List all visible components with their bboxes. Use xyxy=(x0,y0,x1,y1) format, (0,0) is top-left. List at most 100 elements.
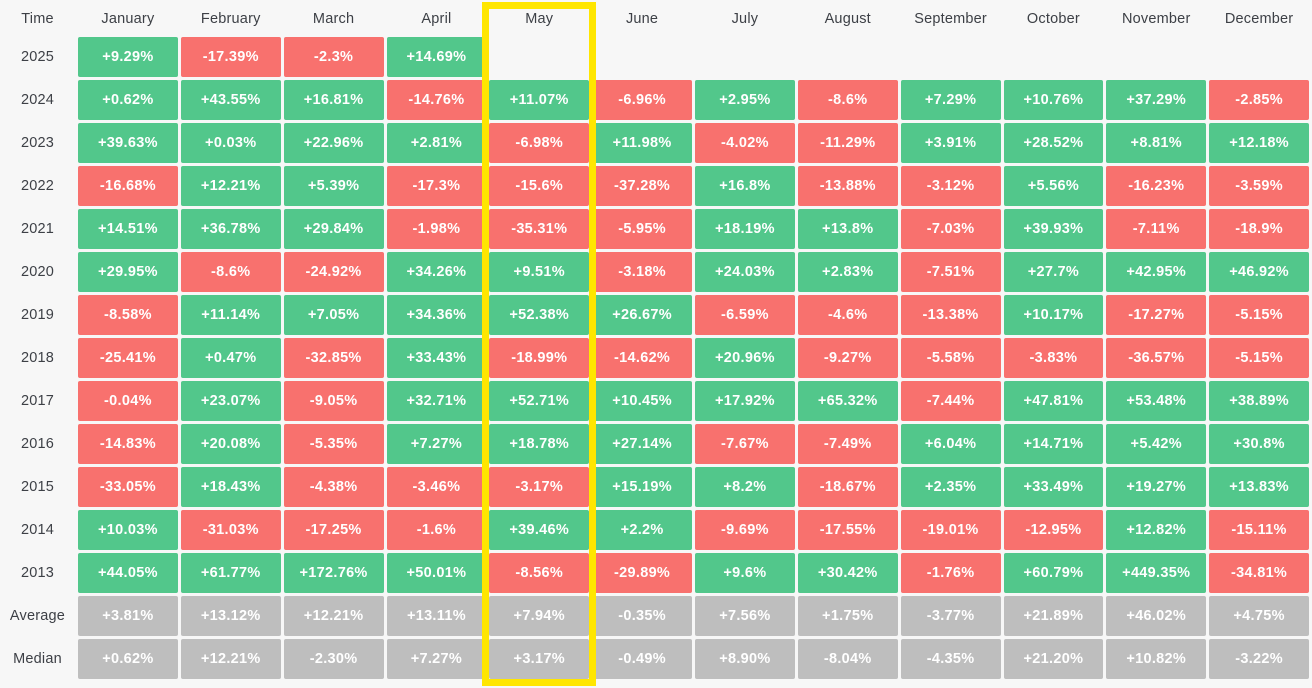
cell-2013-april: +50.01% xyxy=(386,553,487,593)
cell-2021-january: +14.51% xyxy=(78,209,178,249)
cell-2014-september: -19.01% xyxy=(900,510,1001,550)
cell-2022-october: +5.56% xyxy=(1003,166,1104,206)
cell-2024-november: +37.29% xyxy=(1106,80,1207,120)
cell-2017-april: +32.71% xyxy=(386,381,487,421)
cell-2019-april: +34.36% xyxy=(386,295,487,335)
cell-2017-march: -9.05% xyxy=(283,381,384,421)
cell-2019-february: +11.14% xyxy=(180,295,281,335)
cell-2025-august xyxy=(798,37,898,77)
cell-2014-august: -17.55% xyxy=(797,510,898,550)
cell-2013-july: +9.6% xyxy=(695,553,795,593)
cell-2014-november: +12.82% xyxy=(1106,510,1207,550)
cell-2013-august: +30.42% xyxy=(797,553,898,593)
cell-2019-march: +7.05% xyxy=(283,295,384,335)
cell-2025-april: +14.69% xyxy=(386,37,487,77)
cell-2025-december xyxy=(1209,37,1309,77)
cell-average-march: +12.21% xyxy=(283,596,384,636)
column-header-february: February xyxy=(200,10,261,27)
cell-2018-june: -14.62% xyxy=(592,338,692,378)
column-header-november: November xyxy=(1121,10,1191,27)
cell-2016-september: +6.04% xyxy=(900,424,1001,464)
cell-2020-july: +24.03% xyxy=(695,252,795,292)
cell-2023-january: +39.63% xyxy=(78,123,178,163)
cell-2022-february: +12.21% xyxy=(180,166,281,206)
cell-2023-october: +28.52% xyxy=(1003,123,1104,163)
row-label-2025: 2025 xyxy=(20,49,55,65)
cell-2015-january: -33.05% xyxy=(78,467,178,507)
row-label-2024: 2024 xyxy=(20,92,55,108)
cell-2022-november: -16.23% xyxy=(1106,166,1207,206)
cell-2023-may: -6.98% xyxy=(489,123,590,163)
cell-2023-august: -11.29% xyxy=(797,123,898,163)
cell-2022-april: -17.3% xyxy=(386,166,487,206)
row-label-2019: 2019 xyxy=(20,307,55,323)
cell-average-february: +13.12% xyxy=(180,596,281,636)
cell-2023-july: -4.02% xyxy=(695,123,795,163)
cell-2015-february: +18.43% xyxy=(180,467,281,507)
cell-2022-may: -15.6% xyxy=(489,166,590,206)
cell-2017-november: +53.48% xyxy=(1106,381,1207,421)
cell-2022-june: -37.28% xyxy=(592,166,692,206)
cell-2017-july: +17.92% xyxy=(695,381,795,421)
cell-2021-february: +36.78% xyxy=(180,209,281,249)
cell-2013-march: +172.76% xyxy=(283,553,384,593)
cell-2016-august: -7.49% xyxy=(797,424,898,464)
cell-2021-march: +29.84% xyxy=(283,209,384,249)
cell-2020-december: +46.92% xyxy=(1209,252,1309,292)
cell-2013-december: -34.81% xyxy=(1209,553,1309,593)
cell-2025-september xyxy=(901,37,1001,77)
time-column-header: Time xyxy=(21,10,54,27)
cell-2014-march: -17.25% xyxy=(283,510,384,550)
cell-2014-october: -12.95% xyxy=(1003,510,1104,550)
column-header-march: March xyxy=(312,10,355,27)
column-header-october: October xyxy=(1026,10,1080,27)
cell-2021-august: +13.8% xyxy=(797,209,898,249)
cell-2016-may: +18.78% xyxy=(489,424,590,464)
cell-2022-september: -3.12% xyxy=(900,166,1001,206)
cell-2021-september: -7.03% xyxy=(900,209,1001,249)
cell-2018-april: +33.43% xyxy=(386,338,487,378)
cell-2018-november: -36.57% xyxy=(1106,338,1207,378)
cell-2018-august: -9.27% xyxy=(797,338,898,378)
cell-2024-march: +16.81% xyxy=(283,80,384,120)
cell-2018-march: -32.85% xyxy=(283,338,384,378)
row-label-median: Median xyxy=(13,651,62,667)
cell-2019-november: -17.27% xyxy=(1106,295,1207,335)
cell-2014-january: +10.03% xyxy=(78,510,178,550)
cell-2023-april: +2.81% xyxy=(386,123,487,163)
cell-2025-may xyxy=(489,37,589,77)
cell-2024-august: -8.6% xyxy=(797,80,898,120)
cell-2021-october: +39.93% xyxy=(1003,209,1104,249)
cell-2013-september: -1.76% xyxy=(900,553,1001,593)
cell-2017-june: +10.45% xyxy=(592,381,692,421)
column-header-july: July xyxy=(731,10,759,27)
cell-2015-july: +8.2% xyxy=(695,467,795,507)
cell-2017-may: +52.71% xyxy=(489,381,590,421)
column-header-december: December xyxy=(1224,10,1294,27)
row-label-2016: 2016 xyxy=(20,436,55,452)
cell-median-march: -2.30% xyxy=(283,639,384,679)
cell-2015-december: +13.83% xyxy=(1209,467,1309,507)
cell-2020-october: +27.7% xyxy=(1003,252,1104,292)
cell-2024-september: +7.29% xyxy=(900,80,1001,120)
row-label-2021: 2021 xyxy=(20,221,55,237)
cell-2017-january: -0.04% xyxy=(78,381,178,421)
cell-average-january: +3.81% xyxy=(78,596,178,636)
cell-2024-may: +11.07% xyxy=(489,80,590,120)
cell-2016-december: +30.8% xyxy=(1209,424,1309,464)
cell-2015-october: +33.49% xyxy=(1003,467,1104,507)
cell-2015-april: -3.46% xyxy=(386,467,487,507)
cell-2023-february: +0.03% xyxy=(180,123,281,163)
cell-2017-december: +38.89% xyxy=(1209,381,1309,421)
cell-2019-may: +52.38% xyxy=(489,295,590,335)
cell-2023-september: +3.91% xyxy=(900,123,1001,163)
cell-2022-august: -13.88% xyxy=(797,166,898,206)
cell-2021-may: -35.31% xyxy=(489,209,590,249)
cell-2024-december: -2.85% xyxy=(1209,80,1309,120)
cell-average-september: -3.77% xyxy=(900,596,1001,636)
cell-2025-february: -17.39% xyxy=(180,37,281,77)
row-label-2013: 2013 xyxy=(20,565,55,581)
cell-2015-august: -18.67% xyxy=(797,467,898,507)
cell-median-october: +21.20% xyxy=(1003,639,1104,679)
row-label-2017: 2017 xyxy=(20,393,55,409)
